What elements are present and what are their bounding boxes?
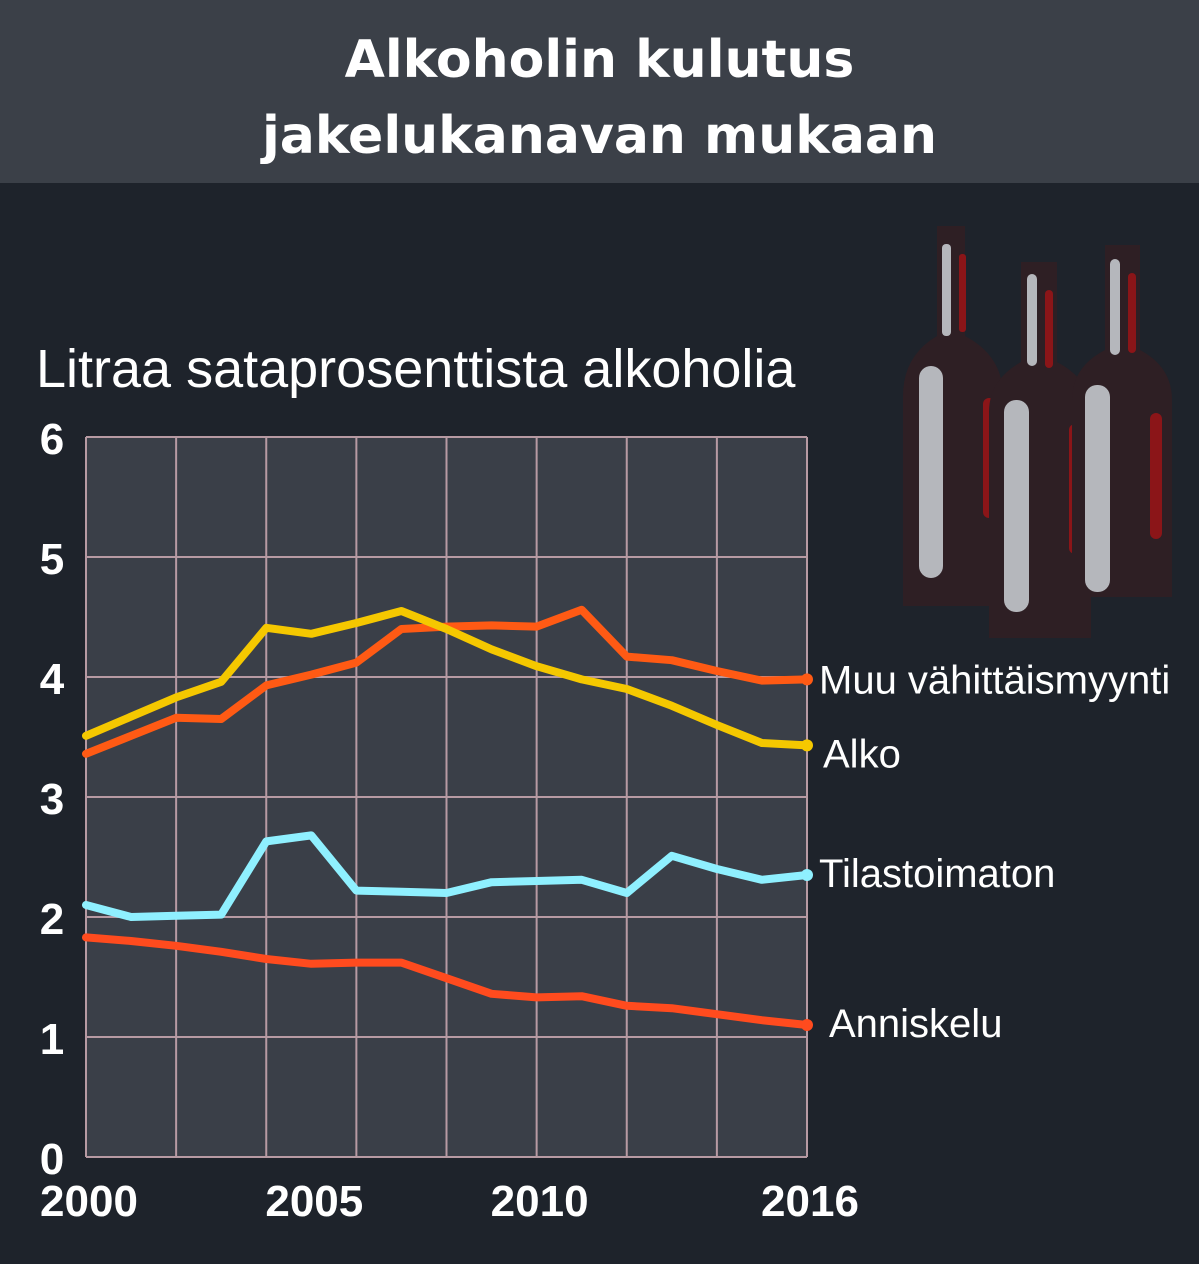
y-tick-label: 5	[40, 535, 64, 584]
series-label: Anniskelu	[829, 1002, 1002, 1046]
series-line-2	[82, 831, 811, 921]
chart-title-line-1: Alkoholin kulutus	[344, 30, 855, 90]
series-end-point	[801, 1019, 813, 1031]
series-label: Muu vähittäismyynti	[819, 658, 1170, 702]
x-tick-label: 2000	[40, 1177, 138, 1226]
y-tick-label: 0	[40, 1135, 64, 1184]
series-end-point	[801, 869, 813, 881]
x-tick-label: 2016	[761, 1177, 859, 1226]
x-axis: 2000 2005 2010 2016	[40, 1177, 859, 1226]
y-tick-label: 6	[40, 415, 64, 464]
series-end-point	[801, 673, 813, 686]
y-tick-label: 4	[40, 655, 65, 704]
series-lines	[82, 605, 813, 1031]
y-tick-label: 1	[40, 1015, 64, 1064]
series-line-1	[82, 607, 811, 750]
series-end-point	[801, 739, 813, 752]
x-tick-label: 2010	[491, 1177, 589, 1226]
series-label: Alko	[823, 732, 901, 776]
wine-bottles-icon	[903, 226, 1172, 638]
y-axis: 0 1 2 3 4 5 6	[40, 415, 65, 1184]
series-label: Tilastoimaton	[819, 852, 1055, 896]
chart-title-line-2: jakelukanavan mukaan	[261, 106, 938, 166]
series-line-3	[82, 933, 811, 1029]
y-tick-label: 2	[40, 895, 64, 944]
chart-header: Alkoholin kulutus jakelukanavan mukaan	[0, 0, 1199, 183]
x-tick-label: 2005	[265, 1177, 363, 1226]
y-axis-label: Litraa sataprosenttista alkoholia	[36, 339, 796, 399]
y-tick-label: 3	[40, 775, 64, 824]
series-labels: Muu vähittäismyynti Alko Tilastoimaton Anni…	[819, 658, 1170, 1046]
